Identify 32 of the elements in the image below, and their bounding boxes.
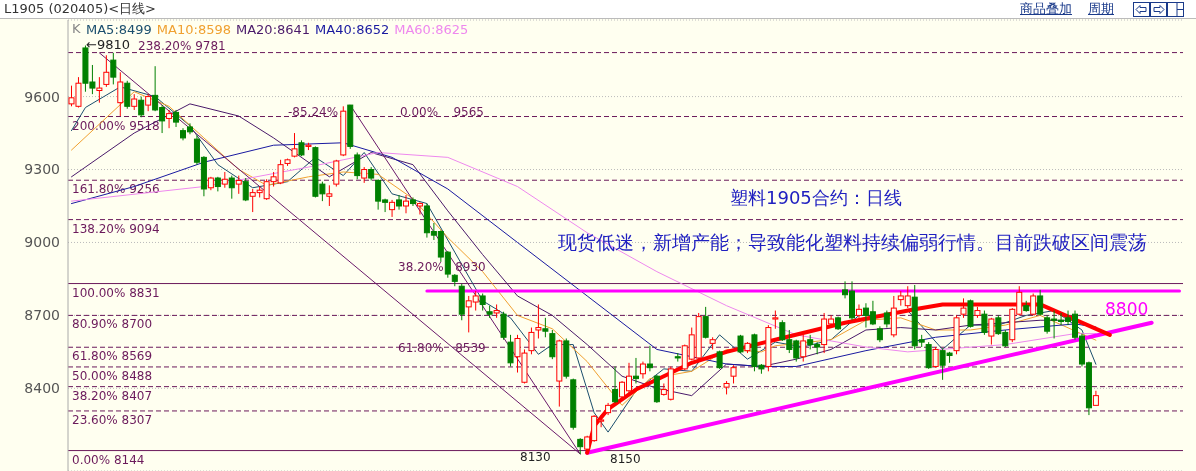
y-tick-label: 9600 [24, 88, 60, 105]
ref-line-label: 161.80% 9256 [72, 182, 160, 197]
text: MA60:8625 [394, 22, 469, 37]
text: 塑料1905合约：日线 [730, 186, 902, 210]
y-tick-label: 9000 [24, 234, 60, 251]
text: L1905 (020405)<日线> [4, 1, 157, 16]
annotation: -85.24% [288, 105, 339, 119]
ref-line-label: 61.80% 8569 [72, 349, 153, 364]
ref-line-label: 0.00% 8144 [72, 452, 145, 467]
annotation: 8130 [520, 449, 551, 464]
annotation: 8150 [610, 452, 641, 467]
text: MA40:8652 [315, 22, 390, 37]
text: 商品叠加 [1020, 1, 1072, 16]
annotation: ←9810 [86, 37, 130, 52]
y-tick-label: 8400 [24, 380, 60, 397]
ref-line-label: 23.60% 8307 [72, 412, 153, 427]
text: 周期 [1088, 1, 1114, 16]
ref-line-label: 138.20% 9094 [72, 221, 160, 236]
annotation: 0.00% 9565 [400, 105, 484, 119]
text: MA10:8598 [156, 22, 231, 37]
y-tick-label: 8700 [24, 307, 60, 324]
ref-line-label: 238.20% 9781 [138, 38, 226, 53]
text: MA20:8641 [235, 22, 311, 37]
series-label: 8800 [1105, 299, 1149, 320]
ref-line-label: 50.00% 8488 [72, 368, 153, 383]
text: MA5:8499 [86, 22, 152, 37]
y-tick-label: 9300 [24, 161, 60, 178]
text: 现货低迷，新增产能；导致能化塑料持续偏弱行情。目前跌破区间震荡 [558, 230, 1147, 255]
ref-line-label: 80.90% 8700 [72, 317, 153, 332]
ref-line-label: 38.20% 8407 [72, 388, 153, 403]
ref-line-label: 100.00% 8831 [72, 285, 160, 300]
annotation: K [72, 21, 81, 36]
